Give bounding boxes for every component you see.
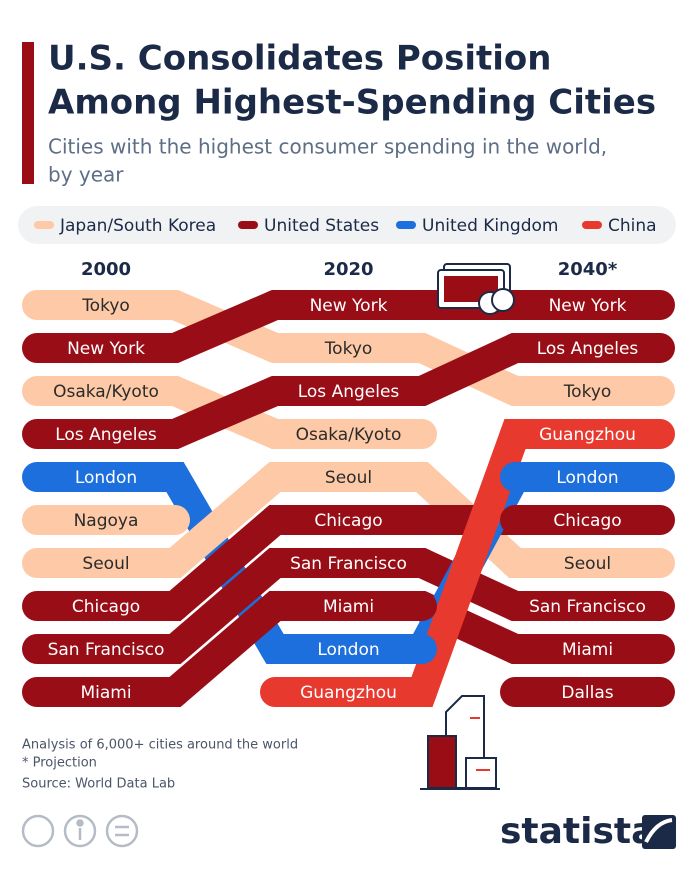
city-label: Miami	[562, 640, 613, 660]
subtitle-line: by year	[48, 163, 124, 187]
money-icon	[437, 263, 515, 315]
city-label: New York	[67, 339, 145, 359]
city-label: Tokyo	[563, 382, 612, 402]
city-label: New York	[310, 296, 388, 316]
building-icon	[420, 695, 500, 790]
city-pill	[22, 462, 190, 492]
city-pill	[500, 419, 675, 449]
city-label: Guangzhou	[539, 425, 636, 445]
city-pill	[22, 677, 190, 707]
city-pill	[260, 376, 437, 406]
city-label: London	[556, 468, 618, 488]
brand: statista	[500, 811, 655, 852]
city-pill	[500, 591, 675, 621]
city-pill	[260, 290, 437, 320]
city-label: Tokyo	[81, 296, 130, 316]
city-pill	[500, 462, 675, 492]
brand-logo	[642, 815, 676, 849]
footnote: Analysis of 6,000+ cities around the wor…	[22, 738, 298, 753]
footnote: * Projection	[22, 756, 97, 771]
city-label: San Francisco	[48, 640, 165, 660]
city-label: Seoul	[82, 554, 129, 574]
city-pill	[500, 677, 675, 707]
city-pill	[500, 634, 675, 664]
city-pill	[260, 677, 437, 707]
city-pill	[22, 548, 190, 578]
city-label: Chicago	[314, 511, 382, 531]
city-pill	[500, 505, 675, 535]
city-label: Los Angeles	[55, 425, 157, 445]
legend-label: Japan/South Korea	[59, 216, 216, 236]
legend-box	[18, 206, 676, 244]
pills: Tokyo New York Osaka/Kyoto Los Angeles Londo…	[22, 290, 675, 707]
city-pill	[260, 419, 437, 449]
title-line: U.S. Consolidates Position	[48, 39, 552, 79]
legend-label: United States	[264, 216, 379, 236]
legend-label: United Kingdom	[422, 216, 558, 236]
legend-label: China	[608, 216, 657, 236]
city-label: San Francisco	[529, 597, 646, 617]
license-icons	[21, 814, 139, 848]
city-pill	[260, 591, 437, 621]
city-label: Los Angeles	[298, 382, 400, 402]
subtitle-line: Cities with the highest consumer spendin…	[48, 135, 607, 159]
title-accent	[22, 42, 34, 184]
city-pill	[260, 333, 437, 363]
city-pill	[22, 505, 190, 535]
city-pill	[22, 290, 190, 320]
city-pill	[260, 505, 437, 535]
city-label: London	[317, 640, 379, 660]
city-pill	[260, 634, 437, 664]
city-pill	[500, 376, 675, 406]
year-label: 2000	[81, 259, 131, 280]
city-pill	[500, 290, 675, 320]
city-pill	[500, 548, 675, 578]
city-label: Osaka/Kyoto	[296, 425, 402, 445]
title-line: Among Highest-Spending Cities	[48, 83, 656, 123]
year-label: 2020	[323, 259, 373, 280]
city-pill	[22, 419, 190, 449]
city-label: Seoul	[564, 554, 611, 574]
city-label: Dallas	[561, 683, 613, 703]
city-label: Miami	[323, 597, 374, 617]
year-label: 2040*	[558, 259, 618, 280]
city-label: Chicago	[72, 597, 140, 617]
city-label: Miami	[80, 683, 131, 703]
city-pill	[22, 333, 190, 363]
city-label: Chicago	[553, 511, 621, 531]
source: Source: World Data Lab	[22, 777, 175, 792]
city-pill	[22, 634, 190, 664]
city-label: Osaka/Kyoto	[53, 382, 159, 402]
city-label: Los Angeles	[537, 339, 639, 359]
city-label: Tokyo	[324, 339, 373, 359]
city-pill	[22, 591, 190, 621]
city-label: San Francisco	[290, 554, 407, 574]
city-label: Seoul	[325, 468, 372, 488]
city-pill	[22, 376, 190, 406]
city-label: Guangzhou	[300, 683, 397, 703]
city-pill	[260, 548, 437, 578]
city-label: London	[75, 468, 137, 488]
connectors	[160, 290, 530, 707]
city-pill	[500, 333, 675, 363]
city-label: New York	[549, 296, 627, 316]
city-label: Nagoya	[74, 511, 139, 531]
city-pill	[260, 462, 437, 492]
